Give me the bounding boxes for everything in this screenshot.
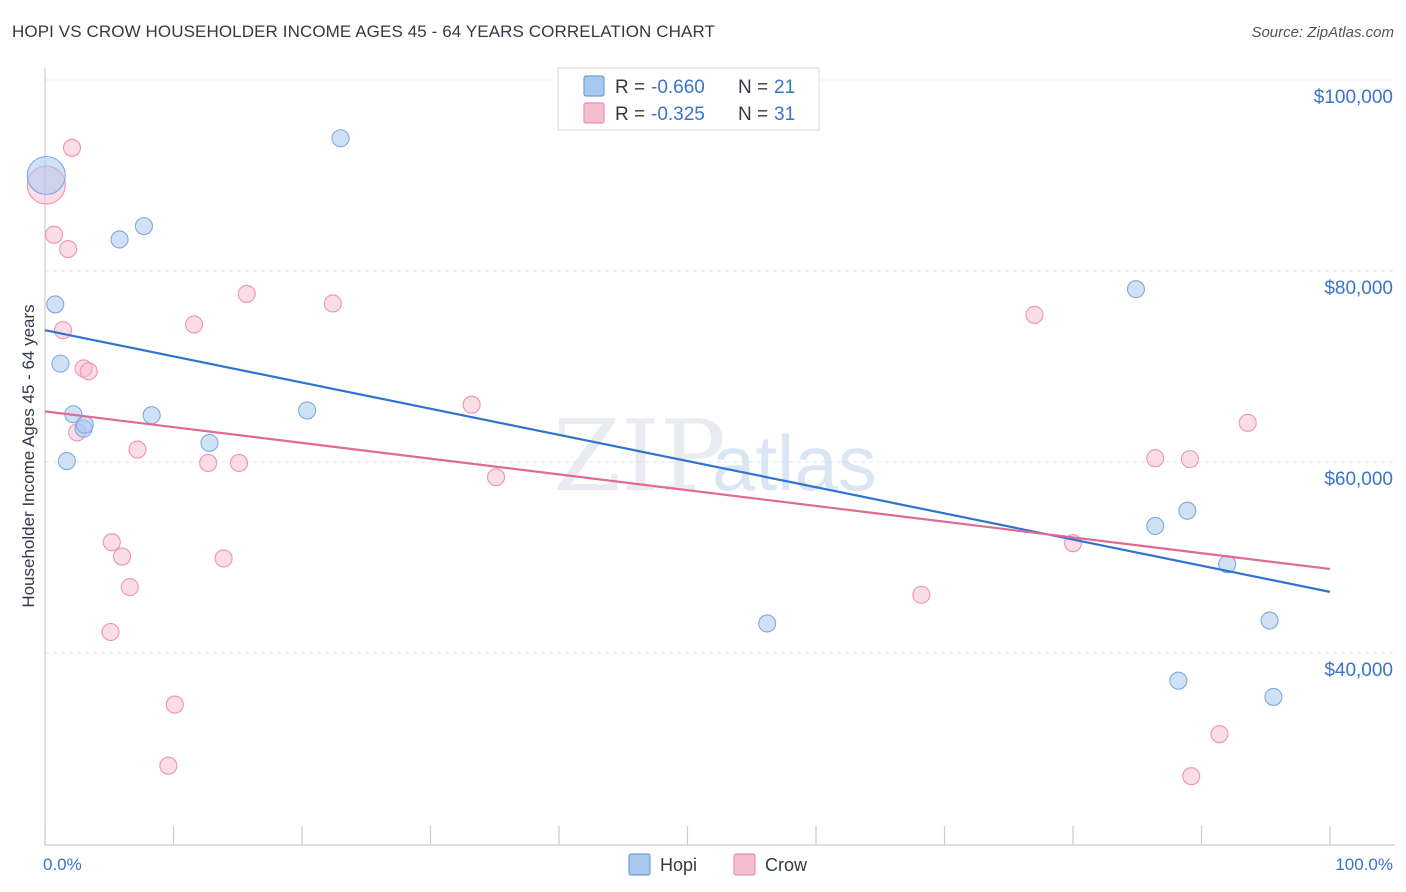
crow-point-26 (1146, 449, 1165, 468)
hopi-point-15 (1146, 516, 1165, 536)
crow-point-14 (165, 695, 184, 714)
crow-point-16 (199, 453, 218, 473)
watermark-atlas: atlas (712, 419, 877, 507)
y-tick-label-3: $100,000 (1314, 87, 1393, 108)
legend-hopi-n-label: N = (738, 77, 768, 98)
crow-point-8 (101, 622, 120, 642)
bottom-legend-crow-label: Crow (765, 855, 808, 875)
hopi-point-2 (51, 354, 70, 373)
x-tick-label-1: 100.0% (1335, 855, 1393, 874)
legend-crow-r-value: -0.325 (651, 104, 705, 125)
crow-point-29 (1210, 725, 1229, 744)
crow-point-12 (128, 440, 147, 459)
crow-point-27 (1180, 450, 1199, 469)
bottom-legend-crow-swatch (733, 853, 756, 876)
crow-point-18 (229, 453, 249, 473)
watermark-zip: ZIP (553, 400, 726, 514)
watermark: ZIP atlas (553, 400, 877, 514)
crow-point-28 (1182, 767, 1201, 786)
crow-point-20 (323, 294, 342, 313)
crow-point-3 (59, 239, 78, 259)
legend-hopi-r-label: R = (615, 77, 645, 98)
legend-crow-swatch (583, 102, 605, 124)
y-tick-label-2: $80,000 (1324, 278, 1393, 299)
hopi-point-17 (1178, 501, 1197, 520)
crow-point-19 (237, 284, 256, 303)
hopi-point-14 (1126, 280, 1146, 299)
hopi-point-8 (134, 217, 153, 236)
hopi-point-10 (200, 433, 219, 452)
hopi-point-16 (1169, 671, 1188, 690)
legend-crow-n-label: N = (738, 104, 768, 125)
legend-hopi-swatch (583, 75, 605, 97)
crow-point-7 (79, 362, 98, 381)
crow-point-21 (462, 395, 481, 414)
hopi-point-6 (75, 415, 94, 434)
crow-point-9 (102, 533, 121, 552)
crow-point-17 (214, 549, 233, 568)
crow-point-15 (185, 315, 204, 334)
crow-trend-line (44, 410, 1331, 571)
legend-crow-n-value: 31 (774, 104, 795, 125)
legend-crow-r-label: R = (615, 104, 645, 125)
crow-point-23 (912, 585, 931, 604)
crow-point-4 (62, 138, 82, 157)
crow-point-13 (159, 756, 178, 775)
hopi-point-19 (1260, 611, 1279, 630)
hopi-point-7 (110, 230, 129, 249)
hopi-point-0 (26, 155, 66, 196)
crow-point-1 (44, 225, 64, 244)
crow-point-24 (1025, 305, 1044, 324)
hopi-point-9 (142, 406, 161, 425)
hopi-point-20 (1264, 687, 1283, 706)
hopi-point-13 (758, 614, 777, 633)
crow-point-10 (113, 547, 132, 566)
hopi-point-12 (331, 129, 350, 148)
crow-point-30 (1238, 413, 1257, 432)
trend-lines (44, 329, 1331, 593)
legend-hopi-r-value: -0.660 (651, 77, 705, 98)
crow-point-22 (486, 468, 506, 487)
correlation-legend: R = -0.660 N = 21 R = -0.325 N = 31 (557, 67, 820, 131)
chart-title: HOPI VS CROW HOUSEHOLDER INCOME AGES 45 … (12, 22, 716, 41)
grid (45, 79, 1395, 654)
y-axis-label: Householder Income Ages 45 - 64 years (19, 304, 38, 607)
bottom-legend-hopi-swatch (628, 853, 651, 876)
tick-labels: $40,000 $60,000 $80,000 $100,000 0.0% 100.0% (43, 87, 1393, 874)
legend-hopi-n-value: 21 (774, 77, 795, 98)
x-tick-label-0: 0.0% (43, 855, 82, 874)
crow-point-11 (120, 578, 139, 597)
hopi-trend-line (44, 329, 1331, 593)
hopi-point-3 (57, 451, 76, 471)
bottom-legend-hopi-label: Hopi (660, 855, 697, 875)
hopi-point-11 (298, 401, 317, 420)
y-tick-label-1: $60,000 (1324, 469, 1393, 490)
y-tick-label-0: $40,000 (1324, 660, 1393, 681)
series-legend: Hopi Crow (628, 853, 808, 876)
hopi-points (26, 129, 1283, 706)
source-label: Source: ZipAtlas.com (1251, 24, 1394, 41)
hopi-point-1 (46, 295, 65, 314)
